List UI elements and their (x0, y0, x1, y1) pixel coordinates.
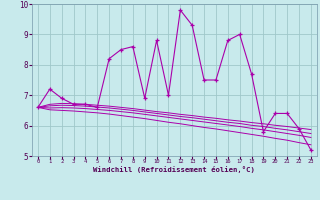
X-axis label: Windchill (Refroidissement éolien,°C): Windchill (Refroidissement éolien,°C) (93, 166, 255, 173)
